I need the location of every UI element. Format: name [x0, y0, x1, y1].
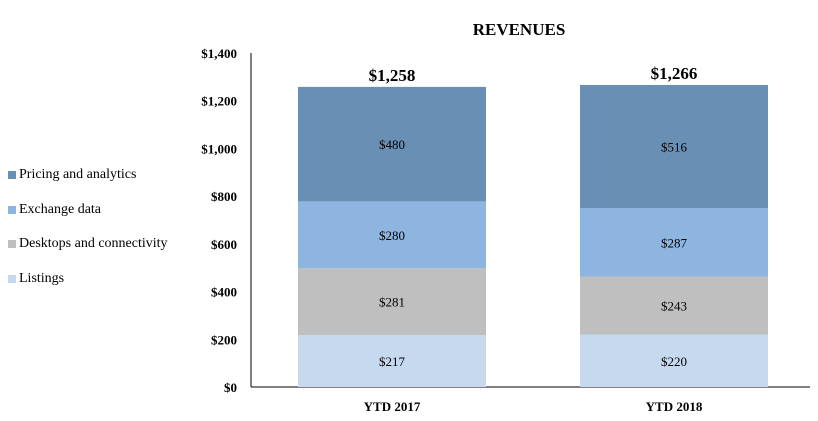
legend-swatch	[8, 205, 16, 214]
legend-item: Desktops and connectivity	[8, 227, 168, 262]
y-tick-label: $1,400	[201, 46, 237, 61]
x-category-label: YTD 2018	[646, 399, 703, 414]
legend-item: Exchange data	[8, 193, 168, 228]
y-tick-label: $1,200	[201, 94, 237, 109]
data-label: $281	[379, 295, 405, 310]
legend-label: Listings	[19, 270, 65, 286]
legend-label: Pricing and analytics	[19, 167, 137, 183]
legend: Pricing and analytics Exchange data Deskto…	[8, 158, 168, 296]
data-label: $516	[661, 140, 688, 155]
y-tick-label: $400	[211, 285, 237, 300]
bar-segment	[580, 334, 768, 387]
data-label: $243	[661, 299, 687, 314]
legend-swatch	[8, 274, 16, 283]
bars: $217 $281 $280 $480 $1,258 $220 $243 $287 $516 $1…	[298, 64, 768, 387]
legend-label: Desktops and connectivity	[19, 236, 168, 252]
legend-swatch	[8, 240, 16, 249]
bar-segment	[298, 86, 486, 202]
y-tick-label: $1,000	[201, 141, 237, 156]
legend-label: Exchange data	[19, 201, 102, 217]
x-axis: YTD 2017 YTD 2018	[364, 399, 703, 414]
data-label: $280	[379, 228, 405, 243]
bar-segment	[298, 268, 486, 336]
bar-segment	[580, 208, 768, 277]
y-tick-label: $800	[211, 189, 237, 204]
data-label: $217	[379, 354, 406, 369]
y-tick-label: $200	[211, 332, 237, 347]
data-label: $287	[661, 235, 688, 250]
bar-segment	[298, 201, 486, 269]
bar-segment	[580, 84, 768, 209]
legend-swatch	[8, 171, 16, 180]
data-label: $480	[379, 137, 405, 152]
x-category-label: YTD 2017	[364, 399, 421, 414]
total-label: $1,266	[651, 64, 698, 83]
total-label: $1,258	[369, 66, 416, 85]
legend-item: Listings	[8, 262, 168, 297]
bar-segment	[298, 335, 486, 387]
bar-segment	[580, 276, 768, 335]
y-axis: $0 $200 $400 $600 $800 $1,000 $1,200 $1,400	[201, 46, 810, 395]
chart-title: REVENUES	[473, 20, 566, 39]
y-tick-label: $600	[211, 237, 237, 252]
y-tick-label: $0	[224, 380, 237, 395]
data-label: $220	[661, 354, 687, 369]
legend-item: Pricing and analytics	[8, 158, 168, 193]
